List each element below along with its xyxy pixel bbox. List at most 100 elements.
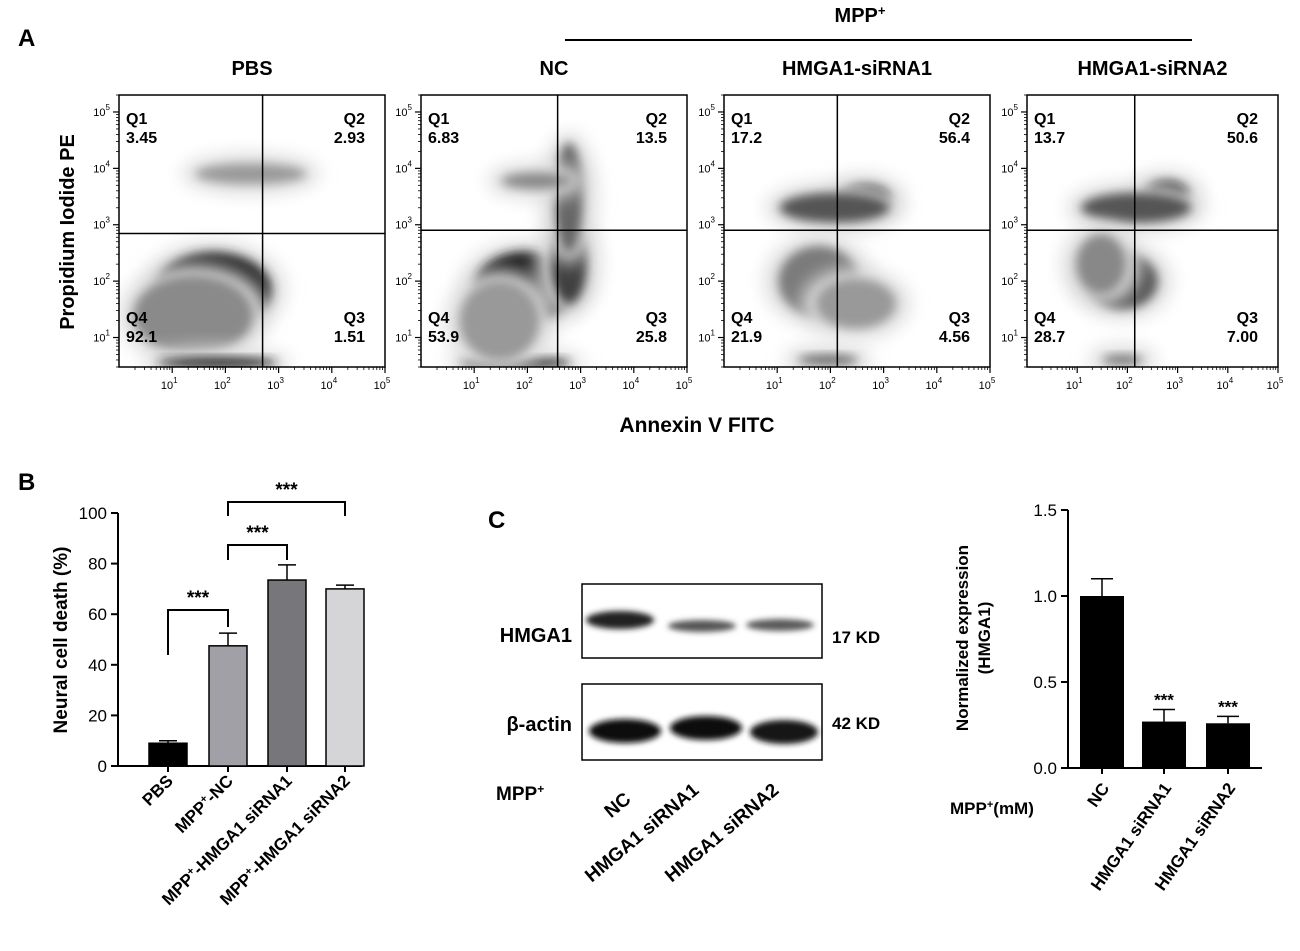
quadrant-name: Q4 bbox=[731, 310, 752, 327]
cell-death-bar bbox=[267, 579, 307, 767]
quadrant-name: Q1 bbox=[126, 111, 147, 128]
hmga1-significance-stars: *** bbox=[1218, 697, 1238, 716]
cell-death-y-axis-label: Neural cell death (%) bbox=[51, 547, 72, 734]
flow-plot: NC Q1 6.83 Q2 13.5 Q4 53.9 Q3 25.8 101 102 103 104 10… bbox=[395, 58, 693, 392]
y-tick-label: 103 bbox=[1001, 216, 1018, 232]
bar-mpp-label: MPP+(mM) bbox=[950, 799, 1034, 818]
y-tick-label: 101 bbox=[698, 329, 715, 345]
mpp-treatment-header: MPP+ bbox=[565, 3, 1192, 41]
quadrant-percent: 25.8 bbox=[636, 329, 667, 346]
western-blot: HMGA1 β-actin 17 KD 42 KD MPP+ NC HMGA1 … bbox=[496, 583, 880, 887]
y-tick-label: 102 bbox=[1001, 272, 1018, 288]
density-blobs bbox=[119, 153, 320, 367]
quadrant-name: Q4 bbox=[126, 310, 147, 327]
cell-death-y-tick-label: 80 bbox=[88, 555, 107, 574]
svg-text:MPP+: MPP+ bbox=[835, 3, 886, 27]
x-tick-label: 104 bbox=[320, 376, 337, 392]
x-tick-label: 104 bbox=[925, 376, 942, 392]
flow-y-axis-label: Propidium Iodide PE bbox=[57, 134, 79, 330]
significance-bracket bbox=[227, 501, 346, 516]
hmga1-band-nc bbox=[586, 611, 654, 629]
y-tick-label: 102 bbox=[698, 272, 715, 288]
y-tick-label: 102 bbox=[93, 272, 110, 288]
flow-plot: HMGA1-siRNA2 Q1 13.7 Q2 50.6 Q4 28.7 Q3 7.00 101 1… bbox=[1001, 58, 1284, 392]
hmga1-y-tick-label: 0.5 bbox=[1033, 673, 1057, 692]
hmga1-y-axis-label-line2: (HMGA1) bbox=[975, 602, 994, 675]
flow-plot: HMGA1-siRNA1 Q1 17.2 Q2 56.4 Q4 21.9 Q3 4.56 101 1… bbox=[698, 58, 996, 392]
quadrant-name: Q3 bbox=[949, 310, 970, 327]
flow-plot-frame bbox=[723, 94, 991, 368]
x-tick-label: 103 bbox=[569, 376, 586, 392]
quadrant-percent: 7.00 bbox=[1227, 329, 1258, 346]
density-core bbox=[501, 172, 572, 189]
mpp-header-text: MPP bbox=[835, 5, 878, 27]
blot-protein-actin: β-actin bbox=[506, 714, 572, 736]
actin-band-sirna1 bbox=[670, 716, 742, 740]
blot-mpp-sup: + bbox=[537, 782, 544, 796]
quadrant-percent: 56.4 bbox=[939, 130, 970, 147]
significance-bracket bbox=[227, 544, 288, 560]
y-tick-label: 101 bbox=[1001, 329, 1018, 345]
actin-band-sirna2 bbox=[750, 720, 818, 744]
y-tick-label: 104 bbox=[395, 159, 412, 175]
cell-death-y-tick-label: 40 bbox=[88, 656, 107, 675]
blot-size-hmga1: 17 KD bbox=[832, 628, 880, 647]
x-tick-label: 101 bbox=[766, 376, 783, 392]
quadrant-name: Q1 bbox=[1034, 111, 1055, 128]
flow-plot-frame bbox=[420, 94, 688, 368]
quadrant-percent: 28.7 bbox=[1034, 329, 1065, 346]
flow-plot-title: NC bbox=[540, 58, 569, 80]
x-tick-label: 103 bbox=[872, 376, 889, 392]
y-tick-label: 103 bbox=[698, 216, 715, 232]
quadrant-percent: 13.7 bbox=[1034, 130, 1065, 147]
flow-plot-title: HMGA1-siRNA2 bbox=[1077, 58, 1227, 80]
bar-mpp-sup: + bbox=[987, 799, 993, 811]
density-blobs bbox=[445, 132, 601, 367]
cell-death-bar bbox=[148, 742, 188, 767]
quadrant-percent: 92.1 bbox=[126, 329, 157, 346]
quadrant-name: Q1 bbox=[731, 111, 752, 128]
hmga1-band-sirna2 bbox=[746, 619, 814, 631]
hmga1-y-axis-label-line1: Normalized expression bbox=[953, 545, 972, 731]
actin-band-nc bbox=[589, 719, 661, 743]
y-tick-label: 104 bbox=[698, 159, 715, 175]
quadrant-percent: 17.2 bbox=[731, 130, 762, 147]
hmga1-bar bbox=[1080, 596, 1124, 768]
y-tick-label: 101 bbox=[93, 329, 110, 345]
mpp-header-sup: + bbox=[878, 3, 886, 18]
quadrant-percent: 53.9 bbox=[428, 329, 459, 346]
quadrant-name: Q3 bbox=[344, 310, 365, 327]
panel-label-c: C bbox=[488, 507, 505, 534]
quadrant-percent: 4.56 bbox=[939, 329, 970, 346]
cell-death-category-label: PBS bbox=[139, 771, 177, 809]
quadrant-percent: 1.51 bbox=[334, 329, 365, 346]
quadrant-percent: 2.93 bbox=[334, 130, 365, 147]
density-core bbox=[1076, 234, 1127, 295]
flow-plot-title: HMGA1-siRNA1 bbox=[782, 58, 932, 80]
density-core bbox=[1102, 354, 1143, 365]
quadrant-name: Q2 bbox=[344, 111, 365, 128]
blot-protein-hmga1: HMGA1 bbox=[500, 625, 572, 647]
density-core bbox=[1081, 192, 1192, 223]
significance-bracket bbox=[167, 609, 229, 655]
quadrant-name: Q4 bbox=[428, 310, 449, 327]
hmga1-significance-stars: *** bbox=[1154, 691, 1174, 710]
cell-death-y-tick-label: 20 bbox=[88, 706, 107, 725]
y-tick-label: 105 bbox=[93, 103, 110, 119]
quadrant-percent: 3.45 bbox=[126, 130, 157, 147]
x-tick-label: 101 bbox=[463, 376, 480, 392]
blot-size-actin: 42 KD bbox=[832, 714, 880, 733]
quadrant-name: Q2 bbox=[949, 111, 970, 128]
quadrant-percent: 6.83 bbox=[428, 130, 459, 147]
flow-plot-frame bbox=[1026, 94, 1279, 368]
significance-stars: *** bbox=[246, 523, 269, 544]
x-tick-label: 101 bbox=[1066, 376, 1083, 392]
cell-death-bar bbox=[325, 588, 365, 767]
x-tick-label: 102 bbox=[819, 376, 836, 392]
quadrant-name: Q4 bbox=[1034, 310, 1055, 327]
density-core bbox=[779, 192, 890, 223]
density-core bbox=[554, 142, 583, 253]
density-core bbox=[797, 354, 858, 365]
y-tick-label: 102 bbox=[395, 272, 412, 288]
